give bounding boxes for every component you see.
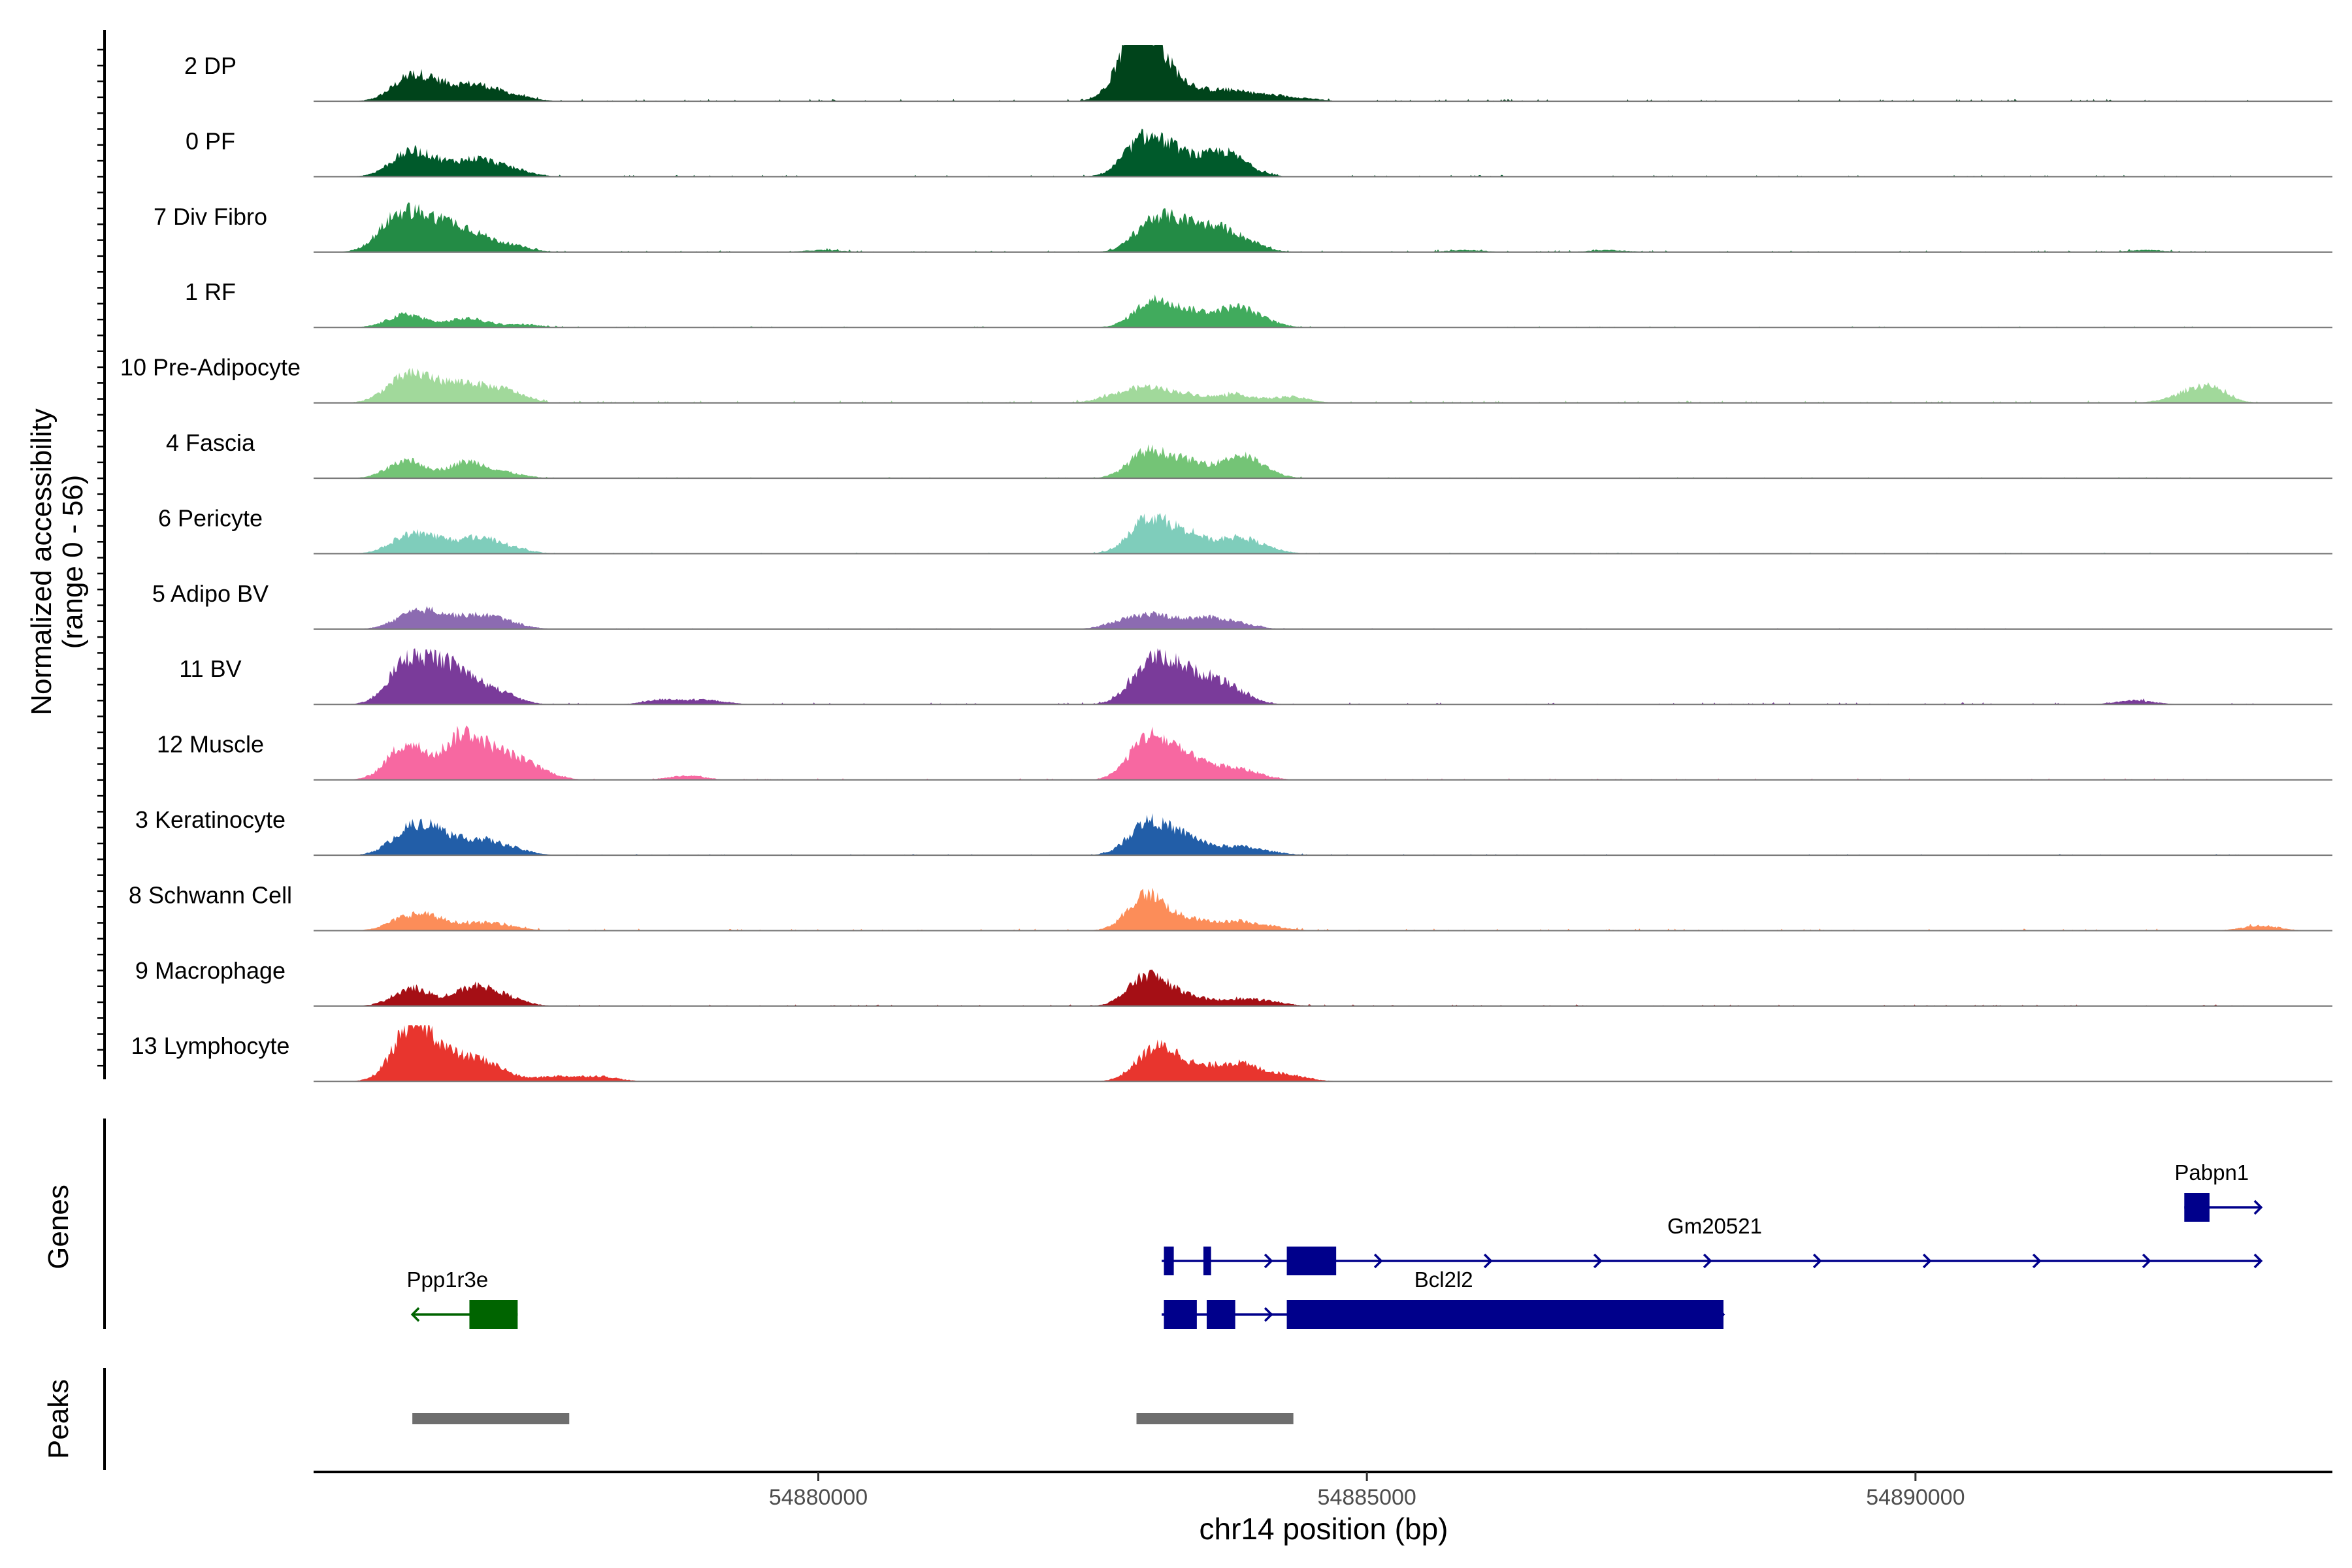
gene-annotation-track: Ppp1r3e Bcl2l2 Gm20521 Pabpn1 [103,1119,2263,1329]
strand-arrow [1593,1253,1603,1269]
gene-exon [1164,1300,1197,1329]
accessibility-tracks: 2 DP 0 PF 7 Div Fibro 1 RF 10 Pre-Adipocyte 4… [120,45,2332,1083]
gene-exon [2184,1193,2210,1222]
track: 6 Pericyte [158,504,2332,555]
gene-exon [1206,1300,1235,1329]
coverage-area [314,202,2332,252]
track-label: 8 Schwann Cell [129,881,292,908]
track-label: 4 Fascia [166,429,255,456]
x-tick-label: 54885000 [1318,1485,1416,1510]
coverage-area [314,512,2332,554]
track-label: 1 RF [185,278,236,305]
track: 9 Macrophage [135,957,2332,1007]
track: 0 PF [186,127,2332,178]
strand-arrow [2142,1253,2151,1269]
strand-arrow [1264,1253,1273,1269]
coverage-area [314,294,2332,328]
coverage-area [314,970,2332,1006]
gene-exon [1164,1247,1174,1275]
track: 13 Lymphocyte [131,1025,2332,1083]
track-label: 13 Lymphocyte [131,1032,290,1059]
strand-arrow [1373,1253,1383,1269]
strand-arrow [2032,1253,2042,1269]
track-label: 7 Div Fibro [154,203,267,230]
x-tick-label: 54890000 [1866,1485,1965,1510]
gene-exon [469,1300,518,1329]
track-label: 0 PF [186,127,235,154]
track: 7 Div Fibro [154,202,2332,253]
peak-region [412,1413,570,1424]
coverage-area [314,606,2332,629]
gene-name-label: Ppp1r3e [406,1267,488,1292]
gene-exon [1286,1247,1337,1275]
coverage-area [314,444,2332,478]
gene-name-label: Pabpn1 [2174,1160,2249,1184]
x-axis-label: chr14 position (bp) [1200,1512,1448,1546]
track-label: 9 Macrophage [135,957,286,984]
track-label: 11 BV [179,655,241,682]
gene-model: Ppp1r3e [406,1267,518,1329]
coverage-area [314,368,2332,403]
track-label: 5 Adipo BV [152,580,269,607]
strand-arrow [1264,1307,1273,1322]
x-axis: 54880000 54885000 54890000 [314,1471,2332,1510]
coverage-area [314,45,2332,101]
y-axis-label: Normalized accessibility [25,408,57,715]
track: 1 RF [185,278,2332,329]
peaks-track-label: Peaks [42,1379,74,1459]
genes-track-label: Genes [42,1184,74,1269]
coverage-area [314,887,2332,931]
track: 11 BV [179,648,2332,706]
strand-arrow [2253,1253,2263,1269]
gene-model: Gm20521 [1162,1214,2263,1275]
track: 10 Pre-Adipocyte [120,354,2332,404]
peak-region [1136,1413,1294,1424]
track: 3 Keratinocyte [135,806,2332,857]
strand-arrow [1812,1253,1822,1269]
x-tick-label: 54880000 [769,1485,868,1510]
track-label: 10 Pre-Adipocyte [120,354,301,381]
gene-name-label: Bcl2l2 [1414,1267,1473,1292]
track: 2 DP [184,45,2332,103]
peaks-track [103,1368,1294,1470]
coverage-area [314,648,2332,705]
strand-arrow [1922,1253,1932,1269]
track-label: 12 Muscle [157,731,264,758]
gene-model: Bcl2l2 [1162,1267,1725,1329]
coverage-area [314,725,2332,780]
gene-exon [1286,1300,1723,1329]
gene-model: Pabpn1 [2174,1160,2263,1222]
gene-exon [1203,1247,1211,1275]
coverage-area [314,1025,2332,1082]
track-y-axis [97,30,106,1079]
track: 4 Fascia [166,429,2332,480]
track-label: 2 DP [184,52,237,79]
track-label: 3 Keratinocyte [135,806,286,833]
track-label: 6 Pericyte [158,504,263,531]
track: 8 Schwann Cell [129,881,2332,932]
track: 12 Muscle [157,725,2332,781]
strand-arrow [2253,1200,2263,1215]
strand-arrow [1483,1253,1493,1269]
coverage-area [314,813,2332,855]
gene-name-label: Gm20521 [1667,1214,1762,1238]
strand-arrow [1703,1253,1712,1269]
strand-arrow [410,1307,420,1322]
track: 5 Adipo BV [152,580,2332,630]
y-axis-label-range: (range 0 - 56) [57,475,89,649]
coverage-area [314,128,2332,177]
